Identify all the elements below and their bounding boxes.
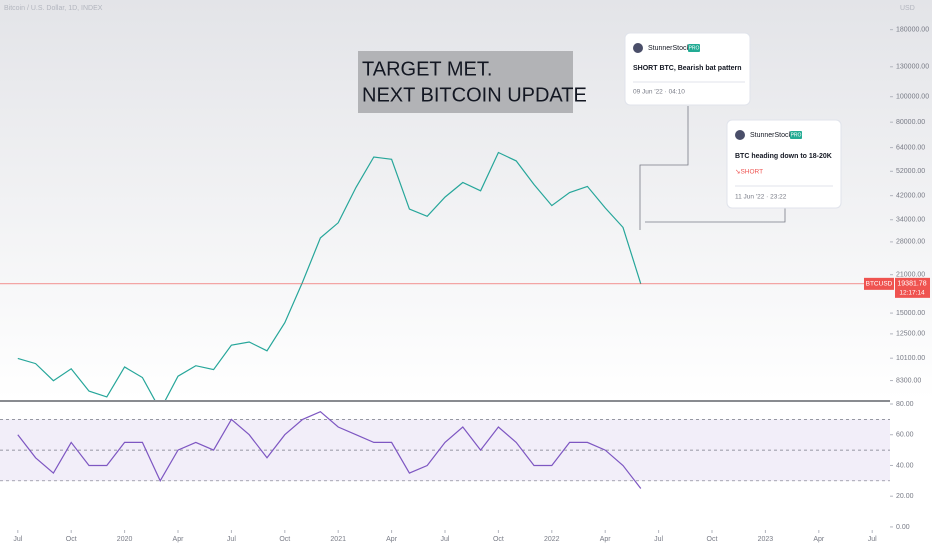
x-tick-label: 2022 [544,536,560,543]
badge: PRO [791,132,802,138]
series-line [17,411,642,489]
overlay-box [358,51,573,113]
x-tick-label: Oct [493,536,504,543]
y-tick-label: 60.00 [896,432,914,439]
y-tick-label: 100000.00 [896,94,929,101]
y-tick-label: 0.00 [896,524,910,531]
currency: USD [900,5,915,12]
y-tick-label: 10100.00 [896,355,925,362]
author: StunnerStock [750,132,793,139]
x-tick-label: 2023 [758,536,774,543]
x-tick-label: Jul [654,536,663,543]
y-tick-label: 12500.00 [896,331,925,338]
y-tick-label: 52000.00 [896,168,925,175]
headline: SHORT BTC, Bearish bat pattern [633,65,742,72]
badge-bg [688,44,700,52]
connector [645,208,786,223]
y-tick-label: 21000.00 [896,272,925,279]
y-tick-label: 15000.00 [896,310,925,317]
x-tick-label: Jul [868,536,877,543]
y-tick-label: 130000.00 [896,64,929,71]
y-tick-label: 80.00 [896,401,914,408]
x-tick-label: Apr [813,536,825,543]
overlay-line: NEXT BITCOIN UPDATE [362,84,587,106]
rsi-pane-bg [0,401,932,550]
x-tick-label: 2020 [117,536,133,543]
y-tick-label: 64000.00 [896,144,925,151]
y-tick-label: 34000.00 [896,217,925,224]
y-tick-label: 20.00 [896,493,914,500]
y-tick-label: 8300.00 [896,377,921,384]
y-tick-label: 42000.00 [896,192,925,199]
price-tag: 19381.78 [897,281,926,288]
series-line [17,151,642,400]
x-tick-label: Apr [173,536,185,543]
author: StunnerStock [648,45,691,52]
time: 09 Jun '22 · 04:10 [633,89,685,96]
overlay-line: TARGET MET. [362,58,492,80]
x-tick-label: Oct [279,536,290,543]
y-tick-label: 180000.00 [896,27,929,34]
countdown: 12:17:14 [899,290,925,297]
x-tick-label: Apr [386,536,398,543]
symbol-tag-bg [864,277,894,290]
x-tick-label: 2021 [330,536,346,543]
y-tick-label: 28000.00 [896,239,925,246]
avatar [633,43,643,53]
symbol-legend: Bitcoin / U.S. Dollar, 1D, INDEX [4,5,103,12]
idea-card[interactable]: StunnerStock PRO BTC heading down to 18-… [726,119,842,209]
idea-card[interactable]: StunnerStock PRO SHORT BTC, Bearish bat … [624,32,751,106]
x-tick-label: Oct [66,536,77,543]
x-tick-label: Jul [441,536,450,543]
time: 11 Jun '22 · 23:22 [735,194,787,201]
headline: BTC heading down to 18-20K [735,153,832,160]
x-tick-label: Apr [600,536,612,543]
price-tag-bg [895,277,930,298]
symbol-tag: BTCUSD [866,281,893,288]
x-tick-label: Jul [227,536,236,543]
badge: PRO [689,45,700,51]
connector [639,106,689,230]
card-bg [624,32,751,106]
badge-bg [790,131,802,139]
y-tick-label: 80000.00 [896,119,925,126]
x-tick-label: Oct [707,536,718,543]
x-tick-label: Jul [13,536,22,543]
signal: ↘SHORT [735,169,763,176]
avatar [735,130,745,140]
y-tick-label: 40.00 [896,462,914,469]
